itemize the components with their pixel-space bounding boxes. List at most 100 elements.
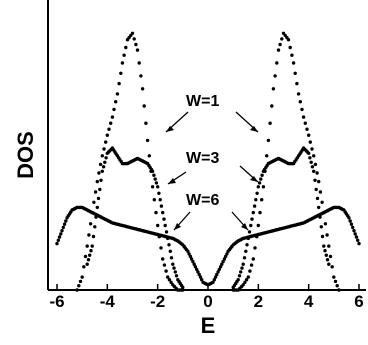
data-point-w1 [135,48,140,52]
data-point-w3 [249,223,253,228]
data-point-w1 [104,140,108,144]
data-point-w1 [248,269,252,273]
data-point-w1 [303,121,307,125]
data-point-w1 [265,154,269,158]
data-point-w3 [256,185,260,189]
data-point-w1 [249,263,254,267]
data-point-w1 [256,223,260,228]
arrow-w3-right [239,165,259,183]
y-axis-label: DOS [13,131,38,179]
data-point-w1 [296,92,301,96]
data-point-w1 [317,179,321,184]
data-point-w1 [137,61,141,65]
data-point-w1 [147,154,151,158]
data-point-w3 [163,223,167,228]
data-point-w1 [244,278,249,282]
data-point-w1 [335,284,339,288]
data-point-w3 [257,181,262,185]
data-point-w6 [218,265,223,269]
data-point-w3 [158,198,162,202]
data-point-w1 [293,71,297,76]
data-point-w6 [62,222,67,226]
data-point-w1 [270,104,274,108]
data-point-w3 [174,274,179,278]
data-point-w6 [187,252,191,256]
data-point-w3 [259,177,263,181]
data-point-w1 [327,244,331,248]
data-point-w3 [317,205,321,210]
data-point-w1 [337,288,341,292]
data-point-w3 [261,169,266,173]
data-point-w3 [100,169,105,173]
data-point-w6 [213,275,218,279]
data-point-w1 [154,210,158,215]
data-point-w6 [349,222,354,226]
data-point-w3 [167,243,171,247]
data-point-w3 [90,244,94,248]
data-point-w3 [101,165,106,169]
data-point-w1 [288,45,292,50]
data-point-w1 [164,269,168,273]
data-point-w1 [140,87,145,91]
data-point-w3 [313,178,317,182]
data-point-w1 [132,37,136,41]
data-point-w1 [312,154,316,158]
data-point-w6 [353,232,357,236]
data-point-w3 [91,234,96,239]
arrow-w6-right [231,211,249,231]
data-point-w1 [87,233,91,237]
data-point-w1 [300,107,304,112]
data-point-w3 [104,156,108,160]
data-point-w1 [78,279,83,284]
data-point-w1 [251,257,255,261]
x-tick-label: -6 [49,292,64,311]
data-point-w1 [88,222,93,226]
data-point-w3 [241,262,245,266]
data-point-w3 [247,230,252,234]
data-point-w1 [280,37,284,41]
data-point-w1 [258,210,262,215]
data-point-w3 [153,177,157,181]
data-point-w1 [308,140,312,144]
data-point-w1 [105,133,110,137]
data-point-w1 [162,263,167,267]
data-point-w3 [86,258,91,262]
data-point-w6 [216,270,220,274]
data-point-w6 [226,249,230,253]
data-point-w6 [220,262,224,266]
x-ticks: -6 -4 -2 0 2 4 6 [49,284,364,311]
data-point-w3 [252,204,257,208]
data-point-w6 [222,257,227,261]
data-point-w3 [309,160,313,164]
data-point-w6 [351,225,355,230]
data-point-w3 [244,249,248,253]
data-point-w6 [215,272,219,277]
arrow-w3-left [167,171,187,185]
x-tick-label: -4 [100,292,116,311]
data-point-w1 [97,171,101,175]
data-point-w1 [92,200,96,204]
data-point-w1 [150,185,155,189]
data-point-w6 [193,265,198,269]
data-point-w3 [152,173,156,177]
data-point-w6 [225,252,229,256]
data-point-w3 [250,217,254,221]
data-point-w1 [261,185,266,189]
data-point-w1 [253,246,257,250]
data-point-w3 [156,185,160,189]
data-point-w3 [150,169,155,173]
data-point-w1 [82,265,86,269]
annotation-w3: W=3 [186,150,219,167]
data-point-w6 [221,259,225,264]
data-point-w3 [161,210,165,215]
data-point-w6 [354,235,359,239]
data-point-w1 [273,74,277,78]
data-point-w1 [323,222,328,226]
data-point-w6 [348,219,352,223]
data-point-w1 [83,254,88,259]
data-point-w1 [115,92,120,96]
data-point-w6 [192,262,196,266]
data-point-w1 [291,61,296,65]
data-point-w1 [243,280,247,284]
